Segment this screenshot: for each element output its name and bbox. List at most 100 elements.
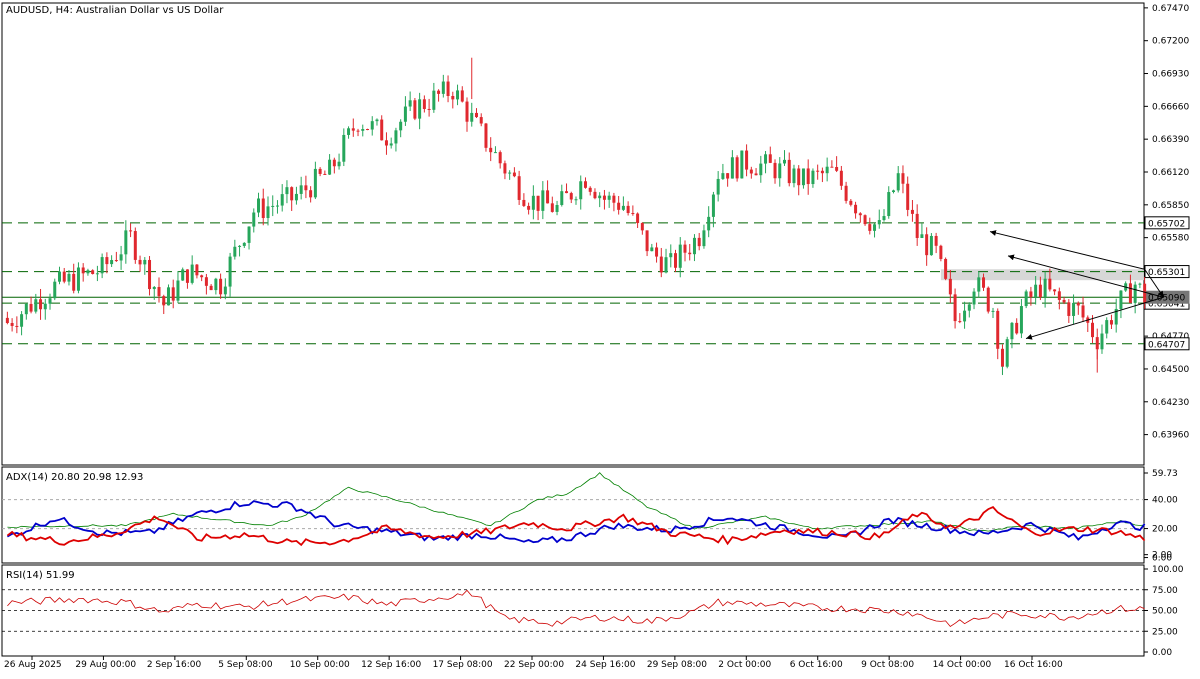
resistance-zone (940, 269, 1144, 281)
candle-body (328, 159, 332, 175)
candle-body (844, 185, 848, 201)
adx-series-adx (7, 472, 1145, 532)
candle-body (460, 90, 464, 102)
projection-arrow (989, 230, 1145, 270)
candle-body (1067, 302, 1071, 316)
x-tick-label: 22 Sep 00:00 (504, 660, 564, 670)
candle-body (782, 159, 786, 164)
candle-body (91, 270, 95, 274)
candle-body (811, 170, 815, 185)
candle-body (304, 185, 308, 191)
candle-body (380, 119, 384, 141)
candle-body (1076, 302, 1080, 306)
candle-body (275, 205, 279, 207)
candle-body (621, 205, 625, 210)
candle-body (484, 123, 488, 148)
candle-body (953, 294, 957, 322)
candle-body (1095, 337, 1099, 350)
candle-body (266, 206, 270, 219)
candle-body (403, 106, 407, 122)
candle-body (683, 244, 687, 253)
x-tick-label: 2 Sep 16:00 (147, 660, 202, 670)
candle-body (730, 157, 734, 179)
candle-body (830, 166, 834, 168)
candle-body (15, 325, 19, 327)
candle-body (839, 170, 843, 186)
candle-body (640, 223, 644, 231)
candle-body (555, 204, 559, 212)
projection-arrow (1144, 268, 1164, 298)
candle-body (721, 173, 725, 179)
candle-body (569, 193, 573, 200)
candle-body (166, 287, 170, 306)
candle-body (617, 202, 621, 210)
candle-body (24, 303, 28, 315)
price-tick-label: 0.64500 (1152, 365, 1189, 375)
adx-panel-frame (1, 466, 1145, 564)
candle-body (427, 108, 431, 110)
candle-body (361, 129, 365, 131)
candle-body (778, 163, 782, 179)
candle-body (702, 230, 706, 247)
candles-group (5, 74, 1147, 374)
adx-tick-label: 59.73 (1152, 469, 1178, 479)
candle-body (735, 157, 739, 179)
candle-body (593, 191, 597, 199)
x-tick-label: 12 Sep 16:00 (361, 660, 421, 670)
candle-body (612, 195, 616, 203)
adx-tick-label: 2.00 (1152, 551, 1172, 561)
candle-body (877, 220, 881, 225)
x-tick-label: 5 Sep 08:00 (218, 660, 273, 670)
candle-body (1015, 322, 1019, 334)
candle-body (740, 150, 744, 179)
candle-body (290, 187, 294, 201)
x-tick-label: 17 Sep 08:00 (433, 660, 493, 670)
candle-body (67, 273, 71, 282)
projection-arrow (1007, 254, 1164, 298)
candle-body (332, 159, 336, 167)
candle-body (195, 264, 199, 276)
candle-body (95, 273, 99, 275)
candle-body (645, 230, 649, 252)
candle-body (299, 185, 303, 194)
candle-body (148, 259, 152, 290)
price-tick-label: 0.65850 (1152, 201, 1189, 211)
candle-body (602, 195, 606, 200)
candle-body (238, 245, 242, 247)
candle-body (527, 205, 531, 210)
adx-tick-label: 20.00 (1152, 525, 1178, 535)
candle-body (579, 181, 583, 200)
candle-body (512, 172, 516, 177)
candle-body (1005, 339, 1009, 367)
x-tick-label: 9 Oct 08:00 (861, 660, 914, 670)
candle-body (664, 257, 668, 273)
candle-body (219, 278, 223, 295)
adx-title: ADX(14) 20.80 20.98 12.93 (6, 472, 143, 483)
candle-body (1019, 306, 1023, 334)
candle-body (313, 168, 317, 198)
candle-body (10, 323, 14, 326)
candle-body (389, 143, 393, 146)
candle-body (465, 101, 469, 122)
candle-body (906, 183, 910, 210)
candle-body (678, 244, 682, 268)
candle-body (114, 260, 118, 262)
candle-body (963, 310, 967, 322)
candle-body (972, 291, 976, 305)
candle-body (43, 303, 47, 310)
candle-body (280, 194, 284, 206)
candle-body (1034, 284, 1038, 297)
candle-body (868, 224, 872, 231)
candle-body (81, 267, 85, 274)
rsi-tick-label: 50.00 (1152, 607, 1178, 617)
candle-body (171, 287, 175, 301)
candle-body (394, 130, 398, 144)
candle-body (598, 195, 602, 199)
candle-body (854, 204, 858, 214)
candle-body (674, 253, 678, 268)
candle-body (858, 213, 862, 216)
x-tick-label: 29 Aug 00:00 (75, 660, 136, 670)
candle-body (1043, 278, 1047, 298)
adx-series-plusminus-di (6, 500, 1146, 544)
